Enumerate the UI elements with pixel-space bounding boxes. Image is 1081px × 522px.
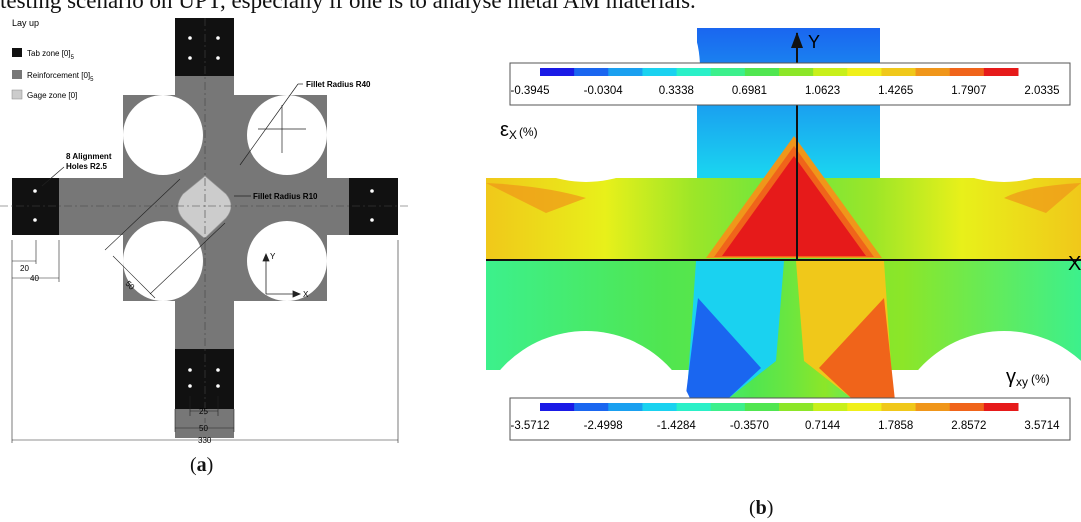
top-colorbar-tick-label: 1.4265 (878, 85, 913, 97)
strain-contour-plot: Y X -0.3945 -0.0304 0.3338 0.6981 1.0623 1.42… (486, 28, 1081, 441)
top-colorbar-tick-label: -0.3945 (510, 85, 549, 97)
bottom-colorbar-panel: -3.5712 -2.4998 -1.4284 -0.3570 0.7144 1.7858… (509, 397, 1071, 441)
alignment-holes (33, 36, 374, 388)
top-colorbar-swatch (642, 68, 678, 76)
axis-y-label-b: Y (808, 32, 820, 52)
axis-y-label-a: Y (270, 252, 276, 261)
top-colorbar-swatch (779, 68, 814, 76)
top-colorbar-tick-label: 1.7907 (951, 85, 986, 97)
fillet-r40-label: Fillet Radius R40 (306, 80, 371, 89)
top-colorbar-tick-label: 2.0335 (1024, 85, 1059, 97)
top-colorbar-swatch (983, 68, 1019, 76)
intro-text: testing scenario on UPT, especially if o… (0, 0, 696, 13)
centerlines (0, 18, 410, 423)
dim-50: 50 (199, 424, 208, 433)
bottom-colorbar-swatch (676, 403, 712, 411)
top-colorbar-tick-label: 0.6981 (732, 85, 767, 97)
top-colorbar-tick-label: 1.0623 (805, 85, 840, 97)
dim-330: 330 (198, 436, 212, 445)
svg-text:Reinforcement [0]5: Reinforcement [0]5 (27, 71, 94, 83)
fillet-r40-marker (239, 83, 306, 166)
bottom-colorbar-swatch (608, 403, 643, 411)
bottom-colorbar-tick-label: 3.5714 (1024, 420, 1060, 432)
top-colorbar-tick-label: 0.3338 (659, 85, 694, 97)
bottom-colorbar-swatch (574, 403, 609, 411)
bottom-colorbar (540, 403, 1019, 411)
top-colorbar-swatch (915, 68, 951, 76)
top-colorbar-panel: -0.3945 -0.0304 0.3338 0.6981 1.0623 1.4265 1.… (509, 62, 1071, 106)
alignment-label-1: 8 Alignment (66, 152, 112, 161)
dimension-lines (11, 178, 399, 443)
layup-legend: Lay up Tab zone [0]5 Reinforcement [0]5 … (11, 18, 94, 100)
top-colorbar-swatch (813, 68, 848, 76)
tab-zone-left (12, 178, 59, 235)
dim-20: 20 (20, 264, 29, 273)
bottom-colorbar-swatch (813, 403, 848, 411)
epsilon-x-label: εX (%) (500, 119, 538, 142)
top-colorbar-swatch (540, 68, 575, 76)
bottom-colorbar-tick-label: -3.5712 (510, 420, 549, 432)
top-colorbar-swatch (574, 68, 609, 76)
bottom-colorbar-swatch (744, 403, 780, 411)
bottom-colorbar-swatch (779, 403, 814, 411)
svg-text:Tab zone [0]5: Tab zone [0]5 (27, 49, 75, 61)
bottom-colorbar-swatch (540, 403, 575, 411)
gage-zone (177, 175, 232, 239)
axes-indicator (262, 252, 302, 298)
top-colorbar-swatch (710, 68, 746, 76)
top-colorbar-swatch (881, 68, 917, 76)
bottom-colorbar-tick-label: -0.3570 (730, 420, 769, 432)
bottom-colorbar-swatch (881, 403, 917, 411)
dim-25: 25 (199, 407, 208, 416)
bottom-colorbar-swatch (847, 403, 882, 411)
fillet-r10-label: Fillet Radius R10 (253, 192, 318, 201)
bottom-colorbar-tick-label: 1.7858 (878, 420, 913, 432)
axis-x-label-a: X (303, 290, 309, 299)
legend-title: Lay up (12, 18, 39, 28)
bottom-colorbar-swatch (642, 403, 678, 411)
bottom-colorbar-tick-label: -1.4284 (657, 420, 697, 432)
top-colorbar-swatch (608, 68, 643, 76)
tab-zone-bottom (175, 349, 234, 409)
dim-40: 40 (30, 274, 39, 283)
specimen-drawing: Lay up Tab zone [0]5 Reinforcement [0]5 … (0, 18, 410, 445)
caption-b: (b) (749, 497, 774, 519)
top-colorbar-swatch (744, 68, 780, 76)
top-colorbar-swatch (676, 68, 712, 76)
bottom-colorbar-swatch (915, 403, 951, 411)
bottom-colorbar-swatch (983, 403, 1019, 411)
bottom-colorbar-swatch (949, 403, 985, 411)
axis-x-label-b: X (1068, 253, 1081, 275)
tab-zone-top (175, 18, 234, 76)
bottom-colorbar-tick-label: -2.4998 (584, 420, 623, 432)
alignment-label-2: Holes R2.5 (66, 162, 107, 171)
top-colorbar-swatch (847, 68, 882, 76)
caption-a: (a) (190, 454, 214, 476)
bottom-colorbar-tick-label: 0.7144 (805, 420, 841, 432)
top-colorbar (540, 68, 1019, 76)
top-colorbar-tick-label: -0.0304 (584, 85, 624, 97)
svg-text:Gage zone [0]: Gage zone [0] (27, 91, 77, 100)
tab-zone-right (349, 178, 398, 235)
gamma-xy-label: γxy (%) (1006, 366, 1050, 389)
bottom-colorbar-tick-label: 2.8572 (951, 420, 986, 432)
top-colorbar-swatch (949, 68, 985, 76)
bottom-colorbar-swatch (710, 403, 746, 411)
